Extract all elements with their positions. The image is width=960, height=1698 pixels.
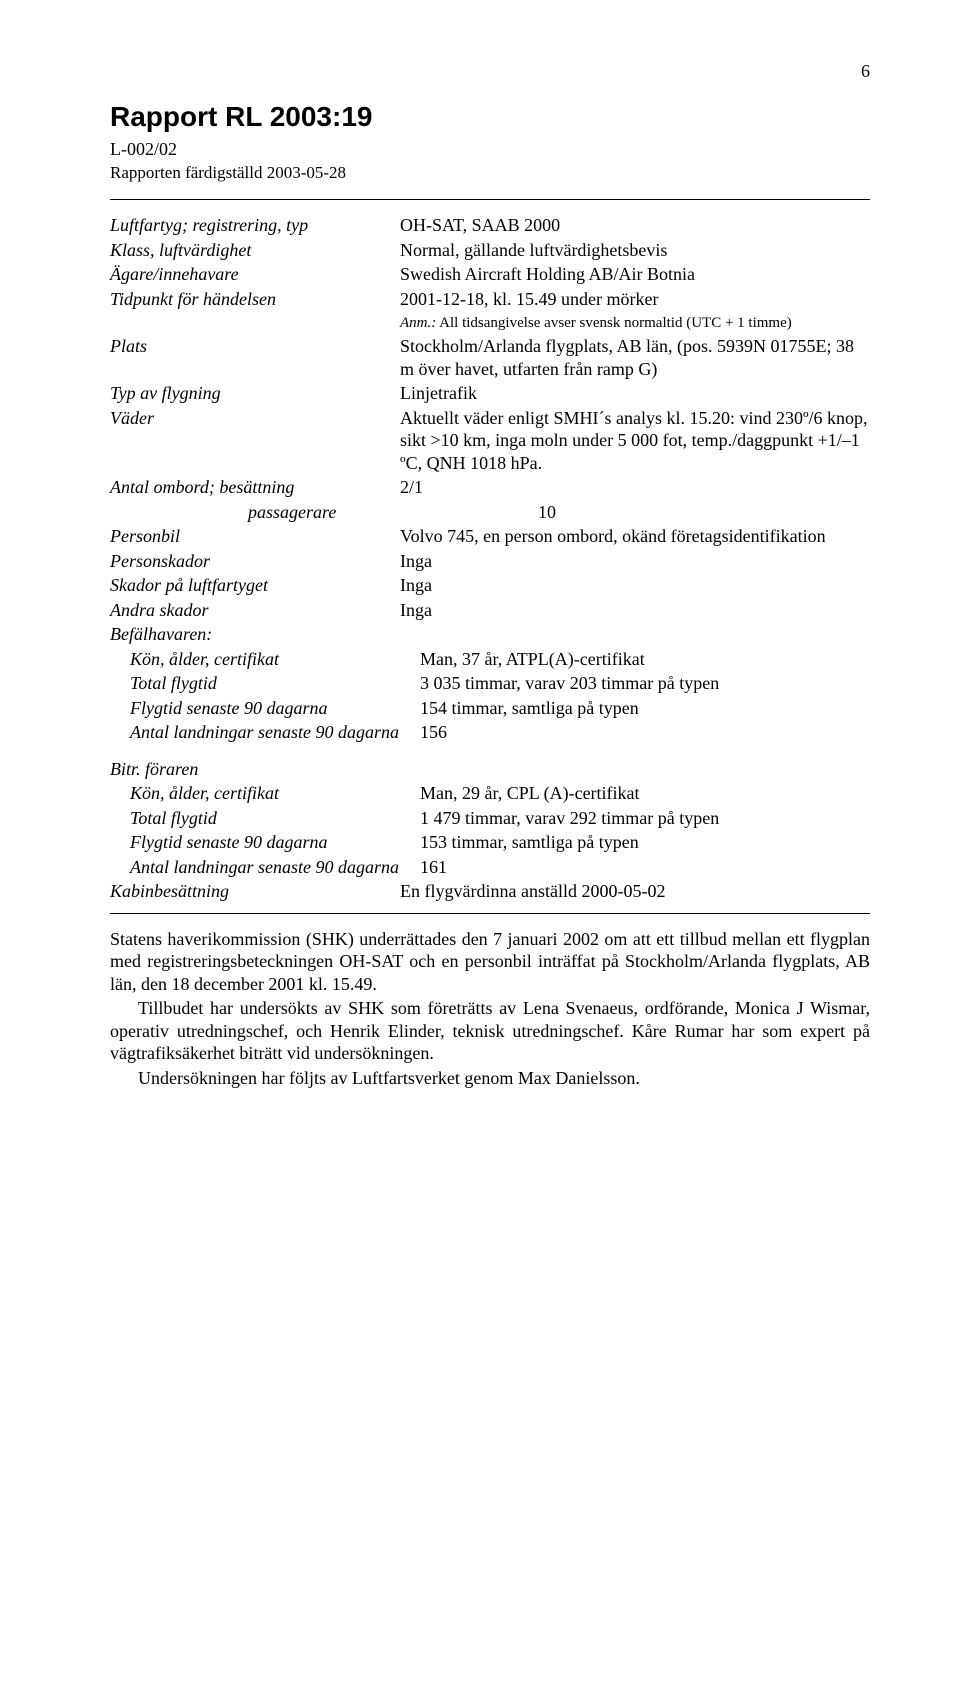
row-timepoint: Tidpunkt för händelsen2001-12-18, kl. 15… bbox=[110, 288, 870, 333]
divider bbox=[110, 913, 870, 914]
case-number: L-002/02 bbox=[110, 138, 870, 161]
value-car: Volvo 745, en person ombord, okänd föret… bbox=[400, 525, 870, 548]
value-timepoint-note: All tidsangivelse avser svensk normaltid… bbox=[436, 315, 792, 331]
value-commander-landings: 156 bbox=[420, 721, 870, 744]
row-commander-cert: Kön, ålder, certifikatMan, 37 år, ATPL(A… bbox=[110, 648, 870, 671]
paragraph-3: Undersökningen har följts av Luftfartsve… bbox=[110, 1067, 870, 1090]
label-copilot-total: Total flygtid bbox=[110, 807, 420, 830]
label-commander-total: Total flygtid bbox=[110, 672, 420, 695]
label-copilot-landings: Antal landningar senaste 90 dagarna bbox=[110, 856, 420, 879]
row-flighttype: Typ av flygningLinjetrafik bbox=[110, 382, 870, 405]
label-cabin: Kabinbesättning bbox=[110, 880, 400, 903]
row-copilot-cert: Kön, ålder, certifikatMan, 29 år, CPL (A… bbox=[110, 782, 870, 805]
row-injuries: PersonskadorInga bbox=[110, 550, 870, 573]
row-place: PlatsStockholm/Arlanda flygplats, AB län… bbox=[110, 335, 870, 380]
value-owner: Swedish Aircraft Holding AB/Air Botnia bbox=[400, 263, 870, 286]
label-weather: Väder bbox=[110, 407, 400, 430]
label-owner: Ägare/innehavare bbox=[110, 263, 400, 286]
value-copilot-total: 1 479 timmar, varav 292 timmar på typen bbox=[420, 807, 870, 830]
report-date: Rapporten färdigställd 2003-05-28 bbox=[110, 162, 870, 183]
paragraph-1: Statens haverikommission (SHK) underrätt… bbox=[110, 928, 870, 996]
label-commander-header: Befälhavaren: bbox=[110, 623, 400, 646]
divider bbox=[110, 199, 870, 200]
row-copilot-header: Bitr. föraren bbox=[110, 758, 870, 781]
label-place: Plats bbox=[110, 335, 400, 358]
value-injuries: Inga bbox=[400, 550, 870, 573]
value-timepoint-note-label: Anm.: bbox=[400, 315, 436, 331]
label-copilot-90: Flygtid senaste 90 dagarna bbox=[110, 831, 420, 854]
label-injuries: Personskador bbox=[110, 550, 400, 573]
row-commander-header: Befälhavaren: bbox=[110, 623, 870, 646]
row-commander-total: Total flygtid3 035 timmar, varav 203 tim… bbox=[110, 672, 870, 695]
value-place: Stockholm/Arlanda flygplats, AB län, (po… bbox=[400, 335, 870, 380]
report-title: Rapport RL 2003:19 bbox=[110, 99, 870, 134]
value-onboard-pax: 10 bbox=[538, 501, 870, 524]
value-weather: Aktuellt väder enligt SMHI´s analys kl. … bbox=[400, 407, 870, 475]
row-car: PersonbilVolvo 745, en person ombord, ok… bbox=[110, 525, 870, 548]
label-onboard-crew: Antal ombord; besättning bbox=[110, 476, 400, 499]
row-weather: VäderAktuellt väder enligt SMHI´s analys… bbox=[110, 407, 870, 475]
label-other-damage: Andra skador bbox=[110, 599, 400, 622]
row-other-damage: Andra skadorInga bbox=[110, 599, 870, 622]
label-commander-90: Flygtid senaste 90 dagarna bbox=[110, 697, 420, 720]
label-onboard-pax: passagerare bbox=[110, 501, 538, 524]
paragraph-2: Tillbudet har undersökts av SHK som före… bbox=[110, 997, 870, 1065]
value-commander-90: 154 timmar, samtliga på typen bbox=[420, 697, 870, 720]
label-aircraft-damage: Skador på luftfartyget bbox=[110, 574, 400, 597]
value-timepoint-text: 2001-12-18, kl. 15.49 under mörker bbox=[400, 289, 658, 309]
row-aircraft-damage: Skador på luftfartygetInga bbox=[110, 574, 870, 597]
row-commander-landings: Antal landningar senaste 90 dagarna156 bbox=[110, 721, 870, 744]
value-other-damage: Inga bbox=[400, 599, 870, 622]
row-onboard-crew: Antal ombord; besättning2/1 bbox=[110, 476, 870, 499]
value-copilot-90: 153 timmar, samtliga på typen bbox=[420, 831, 870, 854]
label-copilot-header: Bitr. föraren bbox=[110, 758, 400, 781]
label-flighttype: Typ av flygning bbox=[110, 382, 400, 405]
value-copilot-cert: Man, 29 år, CPL (A)-certifikat bbox=[420, 782, 870, 805]
value-commander-total: 3 035 timmar, varav 203 timmar på typen bbox=[420, 672, 870, 695]
value-timepoint: 2001-12-18, kl. 15.49 under mörkerAnm.: … bbox=[400, 288, 870, 333]
value-aircraft-damage: Inga bbox=[400, 574, 870, 597]
label-commander-cert: Kön, ålder, certifikat bbox=[110, 648, 420, 671]
row-copilot-90: Flygtid senaste 90 dagarna153 timmar, sa… bbox=[110, 831, 870, 854]
label-commander-landings: Antal landningar senaste 90 dagarna bbox=[110, 721, 420, 744]
value-class: Normal, gällande luftvärdighetsbevis bbox=[400, 239, 870, 262]
label-copilot-cert: Kön, ålder, certifikat bbox=[110, 782, 420, 805]
row-copilot-landings: Antal landningar senaste 90 dagarna161 bbox=[110, 856, 870, 879]
row-commander-90: Flygtid senaste 90 dagarna154 timmar, sa… bbox=[110, 697, 870, 720]
row-onboard-pax: passagerare10 bbox=[110, 501, 870, 524]
label-registration: Luftfartyg; registrering, typ bbox=[110, 214, 400, 237]
value-copilot-landings: 161 bbox=[420, 856, 870, 879]
value-flighttype: Linjetrafik bbox=[400, 382, 870, 405]
value-onboard-crew: 2/1 bbox=[400, 476, 870, 499]
label-car: Personbil bbox=[110, 525, 400, 548]
page-number: 6 bbox=[110, 60, 870, 83]
value-registration: OH-SAT, SAAB 2000 bbox=[400, 214, 870, 237]
row-copilot-total: Total flygtid1 479 timmar, varav 292 tim… bbox=[110, 807, 870, 830]
row-class: Klass, luftvärdighetNormal, gällande luf… bbox=[110, 239, 870, 262]
row-registration: Luftfartyg; registrering, typOH-SAT, SAA… bbox=[110, 214, 870, 237]
value-cabin: En flygvärdinna anställd 2000-05-02 bbox=[400, 880, 870, 903]
row-cabin: KabinbesättningEn flygvärdinna anställd … bbox=[110, 880, 870, 903]
value-commander-cert: Man, 37 år, ATPL(A)-certifikat bbox=[420, 648, 870, 671]
label-class: Klass, luftvärdighet bbox=[110, 239, 400, 262]
row-owner: Ägare/innehavareSwedish Aircraft Holding… bbox=[110, 263, 870, 286]
label-timepoint: Tidpunkt för händelsen bbox=[110, 288, 400, 311]
